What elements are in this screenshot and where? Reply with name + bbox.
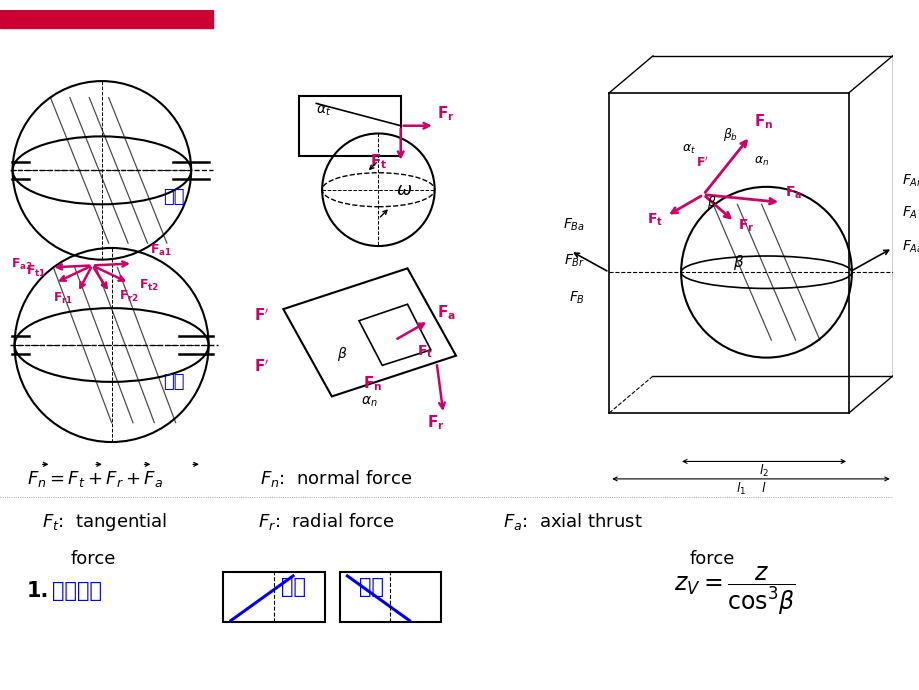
Text: $\beta$: $\beta$: [707, 195, 716, 211]
Text: $\alpha_n$: $\alpha_n$: [753, 155, 768, 168]
Text: $F_n = F_t + F_r + F_a$: $F_n = F_t + F_r + F_a$: [28, 469, 164, 489]
Text: $\mathbf{F_t}$: $\mathbf{F_t}$: [369, 152, 387, 171]
Text: $\beta$: $\beta$: [336, 344, 346, 363]
Text: $\mathbf{F_{a1}}$: $\mathbf{F_{a1}}$: [150, 243, 172, 258]
Text: $z_V = \dfrac{z}{\cos^3\!\beta}$: $z_V = \dfrac{z}{\cos^3\!\beta}$: [674, 564, 795, 617]
Text: $\mathbf{F_{r2}}$: $\mathbf{F_{r2}}$: [119, 289, 140, 304]
Text: $\omega$: $\omega$: [395, 181, 412, 199]
Text: 1.: 1.: [28, 581, 50, 601]
Bar: [299, 96, 401, 156]
Text: $F_A$: $F_A$: [902, 205, 917, 221]
Text: $\mathbf{F_{t2}}$: $\mathbf{F_{t2}}$: [139, 277, 159, 293]
Text: $\mathbf{F_r}$: $\mathbf{F_r}$: [738, 217, 754, 234]
Text: $l_2$: $l_2$: [758, 463, 767, 479]
Text: 从动: 从动: [163, 188, 185, 206]
Text: $F_r$:  radial force: $F_r$: radial force: [258, 511, 394, 533]
Text: $F_{Ba}$: $F_{Ba}$: [562, 217, 584, 233]
Text: $\mathbf{F'}$: $\mathbf{F'}$: [695, 156, 708, 170]
Text: 右旋: 右旋: [281, 578, 306, 598]
Text: force: force: [71, 551, 116, 569]
Text: $\alpha_t$: $\alpha_t$: [316, 103, 331, 117]
Text: $\mathbf{F_a}$: $\mathbf{F_a}$: [784, 184, 801, 201]
Bar: [339, 572, 441, 622]
Text: $\mathbf{F_{a2}}$: $\mathbf{F_{a2}}$: [11, 257, 33, 273]
Text: $\mathbf{F'}$: $\mathbf{F'}$: [254, 307, 269, 324]
Bar: [0, 10, 213, 28]
Text: $\mathbf{F_{t1}}$: $\mathbf{F_{t1}}$: [26, 264, 47, 279]
Text: 主动: 主动: [163, 373, 185, 391]
Text: $\mathbf{F_t}$: $\mathbf{F_t}$: [646, 212, 663, 228]
Text: force: force: [689, 551, 734, 569]
Text: $\mathbf{F'}$: $\mathbf{F'}$: [254, 359, 269, 375]
Text: $F_n$:  normal force: $F_n$: normal force: [260, 468, 412, 489]
Text: $\mathbf{F_n}$: $\mathbf{F_n}$: [753, 112, 772, 131]
Text: $\alpha_n$: $\alpha_n$: [360, 394, 377, 408]
Text: $\alpha_t$: $\alpha_t$: [681, 143, 696, 156]
Text: $F_a$:  axial thrust: $F_a$: axial thrust: [502, 511, 641, 533]
Text: $F_{Aa}$: $F_{Aa}$: [902, 239, 919, 255]
Bar: [223, 572, 324, 622]
Text: $\beta$: $\beta$: [732, 253, 743, 273]
Text: $l_1$    $l$: $l_1$ $l$: [735, 480, 766, 497]
Text: $F_B$: $F_B$: [568, 289, 584, 306]
Text: $\mathbf{F_r}$: $\mathbf{F_r}$: [437, 104, 454, 123]
Text: $F_t$:  tangential: $F_t$: tangential: [41, 511, 166, 533]
Text: $\mathbf{F_r}$: $\mathbf{F_r}$: [426, 413, 444, 432]
Text: $\mathbf{F_n}$: $\mathbf{F_n}$: [362, 375, 381, 393]
Text: 力的大小: 力的大小: [52, 581, 102, 601]
Text: $\mathbf{F_t}$: $\mathbf{F_t}$: [416, 344, 433, 360]
Text: $\mathbf{F_{r1}}$: $\mathbf{F_{r1}}$: [52, 291, 74, 306]
Text: $\beta_b$: $\beta_b$: [722, 126, 737, 144]
Text: $F_{Br}$: $F_{Br}$: [563, 253, 584, 269]
Text: $\mathbf{F_a}$: $\mathbf{F_a}$: [437, 303, 455, 322]
Text: 左旋: 左旋: [358, 578, 383, 598]
Text: $F_{Ar}$: $F_{Ar}$: [902, 173, 919, 189]
